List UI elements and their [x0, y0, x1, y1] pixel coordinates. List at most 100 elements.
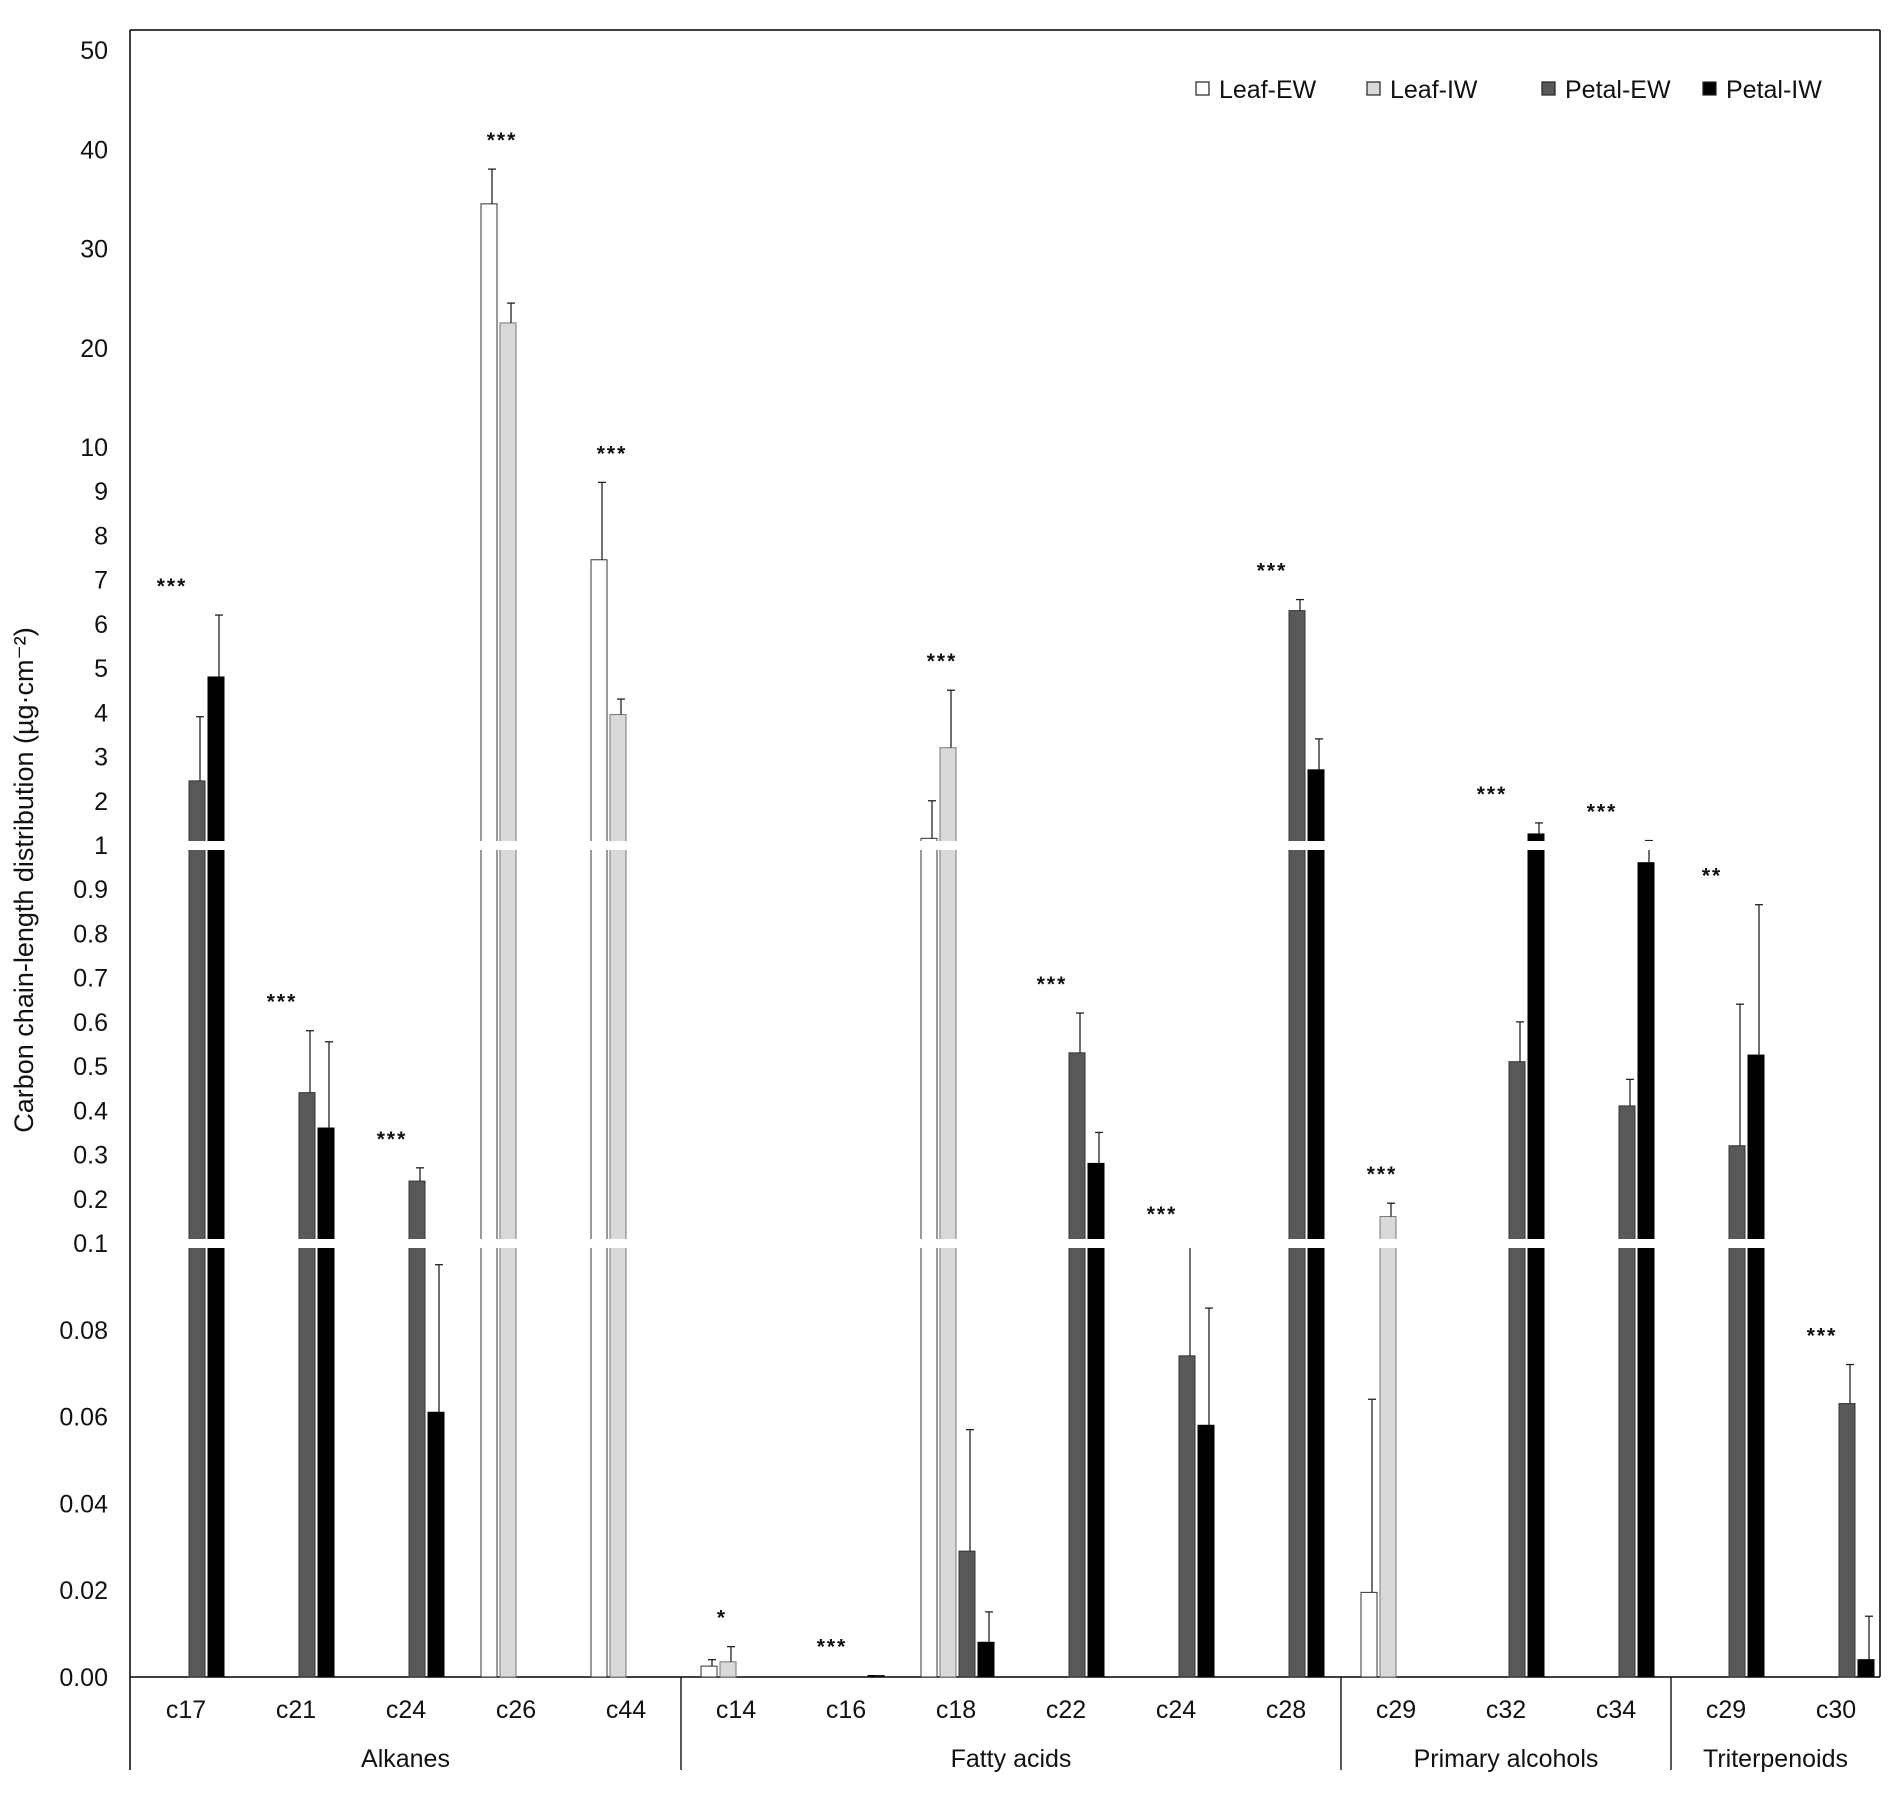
y-tick-label: 0.1 — [73, 1230, 108, 1258]
y-tick-label: 1 — [94, 832, 108, 860]
y-tick-label: 0.7 — [73, 965, 108, 993]
y-tick-label: 0.02 — [59, 1577, 108, 1605]
y-tick-label: 4 — [94, 699, 108, 727]
significance-marker: * — [717, 1607, 727, 1630]
legend-swatch-leaf-ew — [1195, 81, 1210, 96]
bar-leaf-ew-c29 — [1360, 1591, 1378, 1678]
significance-marker: *** — [487, 129, 518, 152]
bar-petal-ew-c34 — [1618, 1105, 1636, 1678]
bar-petal-ew-c29 — [1728, 1145, 1746, 1678]
bar-leaf-iw-c14 — [719, 1661, 737, 1678]
bar-petal-iw-c21 — [317, 1127, 335, 1678]
axis-break — [133, 841, 1877, 850]
bar-petal-iw-c17 — [207, 676, 225, 1678]
legend-swatch-leaf-iw — [1366, 81, 1381, 96]
group-label: Primary alcohols — [1414, 1745, 1599, 1773]
significance-layer: ****************************************… — [157, 129, 1836, 1659]
bar-petal-ew-c30 — [1838, 1403, 1856, 1678]
y-axis-title: Carbon chain-length distribution (µg·cm⁻… — [9, 627, 39, 1133]
group-label: Fatty acids — [951, 1745, 1072, 1773]
y-tick-label: 8 — [94, 522, 108, 550]
y-tick-label: 0.3 — [73, 1142, 108, 1170]
group-label: Triterpenoids — [1703, 1745, 1848, 1773]
bar-petal-iw-c29 — [1747, 1054, 1765, 1678]
y-tick-label: 2 — [94, 788, 108, 816]
significance-marker: *** — [1037, 973, 1068, 996]
bar-petal-iw-c22 — [1087, 1162, 1105, 1678]
significance-marker: *** — [1367, 1163, 1398, 1186]
y-tick-label: 20 — [80, 335, 108, 363]
bar-petal-ew-c22 — [1068, 1052, 1086, 1678]
legend-swatch-petal-iw — [1702, 81, 1717, 96]
bar-leaf-iw-c18 — [939, 747, 957, 1678]
x-tick-label: c34 — [1596, 1696, 1636, 1724]
bar-petal-ew-c32 — [1508, 1061, 1526, 1678]
bar-petal-iw-c32 — [1527, 833, 1545, 1678]
bar-petal-iw-c18 — [977, 1641, 995, 1678]
bar-leaf-iw-c26 — [499, 322, 517, 1678]
y-tick-label: 5 — [94, 655, 108, 683]
bar-leaf-ew-c14 — [700, 1665, 718, 1678]
significance-marker: ** — [1702, 865, 1722, 888]
y-tick-label: 6 — [94, 611, 108, 639]
significance-marker: *** — [927, 650, 958, 673]
x-tick-label: c30 — [1816, 1696, 1856, 1724]
significance-marker: *** — [597, 442, 628, 465]
x-tick-label: c16 — [826, 1696, 866, 1724]
plot-frame — [129, 29, 1881, 1770]
y-tick-label: 0.4 — [73, 1097, 108, 1125]
legend: Leaf-EW Leaf-IW Petal-EW Petal-IW — [1195, 76, 1822, 104]
y-tick-label: 0.9 — [73, 876, 108, 904]
significance-marker: *** — [817, 1636, 848, 1659]
bar-petal-ew-c24 — [408, 1180, 426, 1678]
axis-breaks-layer — [133, 841, 1877, 1248]
bars-layer — [188, 168, 1875, 1678]
bar-petal-iw-c24 — [427, 1411, 445, 1678]
x-tick-label: c29 — [1706, 1696, 1746, 1724]
bar-petal-ew-c17 — [188, 780, 206, 1678]
bar-petal-ew-c28 — [1288, 610, 1306, 1678]
bar-leaf-ew-c44 — [590, 559, 608, 1678]
significance-marker: *** — [1257, 560, 1288, 583]
y-tick-label: 0.2 — [73, 1186, 108, 1214]
x-tick-label: c44 — [606, 1696, 646, 1724]
bar-petal-ew-c21 — [298, 1092, 316, 1678]
x-tick-label: c26 — [496, 1696, 536, 1724]
bar-petal-iw-c28 — [1307, 769, 1325, 1678]
bar-leaf-iw-c29 — [1379, 1215, 1397, 1678]
legend-label: Petal-EW — [1565, 76, 1671, 104]
bar-petal-iw-c24 — [1197, 1424, 1215, 1678]
x-tick-label: c32 — [1486, 1696, 1526, 1724]
x-tick-label: c24 — [1156, 1696, 1196, 1724]
bar-leaf-ew-c26 — [480, 203, 498, 1678]
x-tick-label: c24 — [386, 1696, 426, 1724]
significance-marker: *** — [157, 575, 188, 598]
bar-leaf-iw-c44 — [609, 714, 627, 1678]
x-tick-label: c28 — [1266, 1696, 1306, 1724]
bar-petal-ew-c18 — [958, 1550, 976, 1678]
bar-leaf-ew-c18 — [920, 837, 938, 1678]
legend-label: Petal-IW — [1726, 76, 1822, 104]
group-label: Alkanes — [361, 1745, 450, 1773]
legend-swatch-petal-ew — [1541, 81, 1556, 96]
x-tick-label: c18 — [936, 1696, 976, 1724]
significance-marker: *** — [1477, 783, 1508, 806]
bar-petal-iw-c30 — [1857, 1659, 1875, 1678]
legend-label: Leaf-IW — [1390, 76, 1478, 104]
x-tick-label: c22 — [1046, 1696, 1086, 1724]
y-tick-label: 40 — [80, 136, 108, 164]
significance-marker: *** — [1587, 801, 1618, 824]
y-tick-label: 3 — [94, 744, 108, 772]
significance-marker: *** — [377, 1128, 408, 1151]
legend-label: Leaf-EW — [1219, 76, 1317, 104]
x-tick-label: c14 — [716, 1696, 756, 1724]
y-tick-label: 9 — [94, 478, 108, 506]
x-tick-label: c17 — [166, 1696, 206, 1724]
y-tick-label: 0.00 — [59, 1664, 108, 1692]
y-axis: 0.00 0.02 0.04 0.06 0.08 0.1 0.2 0.3 0.4 0.5 0.6 0.… — [59, 37, 108, 1692]
y-tick-label: 0.5 — [73, 1053, 108, 1081]
y-tick-label: 30 — [80, 236, 108, 264]
x-axis: c17 c21 c24 c26 c44 c14 c16 c18 c22 c24 c28 c29 c32 c… — [166, 1677, 1856, 1773]
